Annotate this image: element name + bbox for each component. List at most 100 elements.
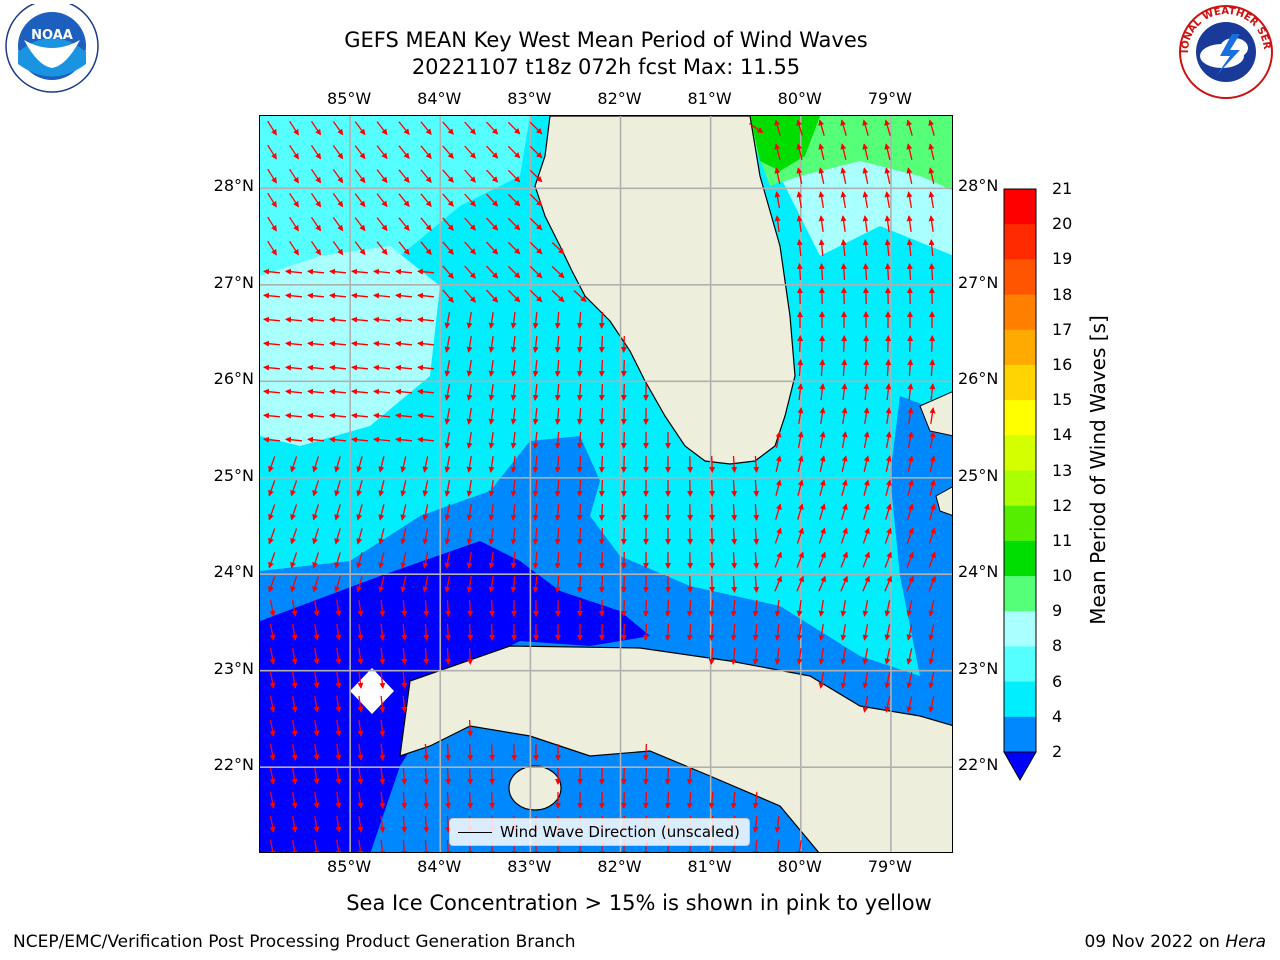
wave-direction-arrow	[906, 239, 913, 257]
wave-direction-arrow	[417, 412, 435, 419]
wave-direction-arrow	[753, 551, 760, 569]
colorbar-block	[1004, 470, 1036, 507]
wave-direction-arrow	[686, 623, 693, 641]
wave-direction-arrow	[796, 527, 804, 544]
bahamas-island-2	[935, 486, 952, 516]
wave-period-map[interactable]	[260, 116, 953, 853]
wave-direction-arrow	[620, 479, 627, 497]
colorbar-block	[1004, 400, 1036, 436]
wave-direction-arrow	[269, 767, 276, 785]
wave-direction-arrow	[373, 268, 391, 275]
wave-direction-arrow	[598, 431, 605, 449]
wave-direction-arrow	[444, 527, 451, 545]
wave-direction-arrow	[401, 815, 408, 833]
wave-direction-arrow	[576, 431, 583, 449]
wave-direction-arrow	[379, 839, 386, 852]
wave-direction-arrow	[598, 335, 605, 353]
wave-direction-arrow	[929, 407, 936, 424]
wave-direction-arrow	[532, 311, 539, 329]
longitude-label: 79°W	[867, 857, 912, 876]
wave-direction-arrow	[467, 647, 474, 665]
wave-direction-arrow	[395, 436, 413, 443]
map-panel[interactable]	[259, 115, 953, 853]
colorbar-block	[1004, 540, 1036, 577]
wave-direction-arrow	[797, 335, 804, 353]
wave-direction-arrow	[863, 407, 870, 424]
wave-direction-arrow	[708, 623, 715, 641]
colorbar-block	[1004, 294, 1036, 331]
wave-direction-arrow	[444, 575, 451, 593]
wave-direction-arrow	[354, 217, 366, 232]
wave-direction-arrow	[620, 431, 627, 449]
wave-direction-arrow	[466, 455, 473, 473]
wave-direction-arrow	[774, 527, 782, 544]
wave-direction-arrow	[291, 647, 298, 665]
wave-direction-arrow	[422, 504, 429, 521]
wave-direction-arrow	[529, 121, 543, 135]
wave-direction-arrow	[929, 431, 936, 449]
wave-direction-arrow	[486, 145, 499, 159]
wave-direction-arrow	[442, 265, 454, 279]
wave-direction-arrow	[268, 480, 276, 497]
wave-direction-arrow	[510, 576, 517, 593]
wave-direction-arrow	[357, 792, 364, 809]
wave-direction-arrow	[796, 600, 803, 617]
wave-direction-arrow	[818, 527, 826, 544]
wave-direction-arrow	[420, 121, 432, 135]
wave-direction-arrow	[373, 388, 391, 395]
wave-direction-arrow	[620, 791, 627, 809]
wave-direction-arrow	[884, 167, 891, 184]
footer-host: Hera	[1225, 932, 1266, 952]
wave-direction-arrow	[554, 431, 561, 449]
wave-direction-arrow	[551, 266, 565, 279]
wave-direction-arrow	[335, 624, 342, 641]
wave-direction-arrow	[444, 335, 451, 353]
colorbar-tick: 9	[1052, 601, 1063, 621]
wave-direction-arrow	[466, 479, 473, 497]
wave-direction-arrow	[576, 503, 583, 521]
wind-wave-direction-arrows	[263, 119, 936, 852]
wave-direction-arrow	[467, 767, 474, 785]
wave-direction-arrow	[818, 119, 825, 136]
wave-direction-arrow	[576, 551, 583, 569]
wave-direction-arrow	[928, 167, 935, 184]
wave-direction-arrow	[488, 504, 495, 521]
wave-direction-arrow	[373, 436, 391, 443]
wave-direction-arrow	[907, 335, 914, 353]
wave-direction-arrow	[510, 384, 517, 401]
wave-direction-arrow	[709, 551, 716, 569]
wave-direction-arrow	[906, 527, 914, 544]
wave-direction-arrow	[267, 168, 277, 184]
wave-direction-arrow	[444, 455, 451, 473]
wave-direction-arrow	[398, 169, 410, 183]
wave-direction-arrow	[686, 791, 693, 809]
longitude-label: 81°W	[687, 857, 732, 876]
wave-direction-arrow	[376, 241, 388, 256]
wave-direction-arrow	[332, 217, 344, 232]
longitude-label: 82°W	[597, 857, 642, 876]
wave-direction-arrow	[395, 364, 413, 371]
wave-direction-arrow	[551, 290, 565, 303]
wave-direction-arrow	[529, 193, 543, 207]
wave-direction-arrow	[862, 167, 869, 184]
wave-direction-arrow	[507, 121, 521, 135]
wave-direction-arrow	[400, 552, 407, 569]
wave-direction-arrow	[554, 311, 561, 329]
wave-direction-arrow	[840, 575, 848, 592]
wave-direction-arrow	[598, 503, 605, 521]
wave-direction-arrow	[885, 359, 892, 377]
wave-direction-arrow	[598, 455, 605, 473]
wave-direction-arrow	[357, 648, 364, 665]
wave-direction-arrow	[884, 215, 891, 232]
wave-direction-arrow	[819, 407, 826, 424]
wave-direction-arrow	[351, 268, 369, 275]
wave-direction-arrow	[797, 383, 804, 400]
wave-direction-arrow	[422, 552, 429, 569]
noaa-logo: NOAA	[5, 4, 99, 93]
wave-direction-arrow	[269, 743, 276, 761]
wave-direction-arrow	[267, 240, 277, 256]
wave-direction-arrow	[907, 431, 914, 449]
wave-direction-arrow	[464, 121, 476, 135]
wave-direction-arrow	[709, 479, 716, 497]
colorbar-tick: 17	[1052, 319, 1073, 339]
